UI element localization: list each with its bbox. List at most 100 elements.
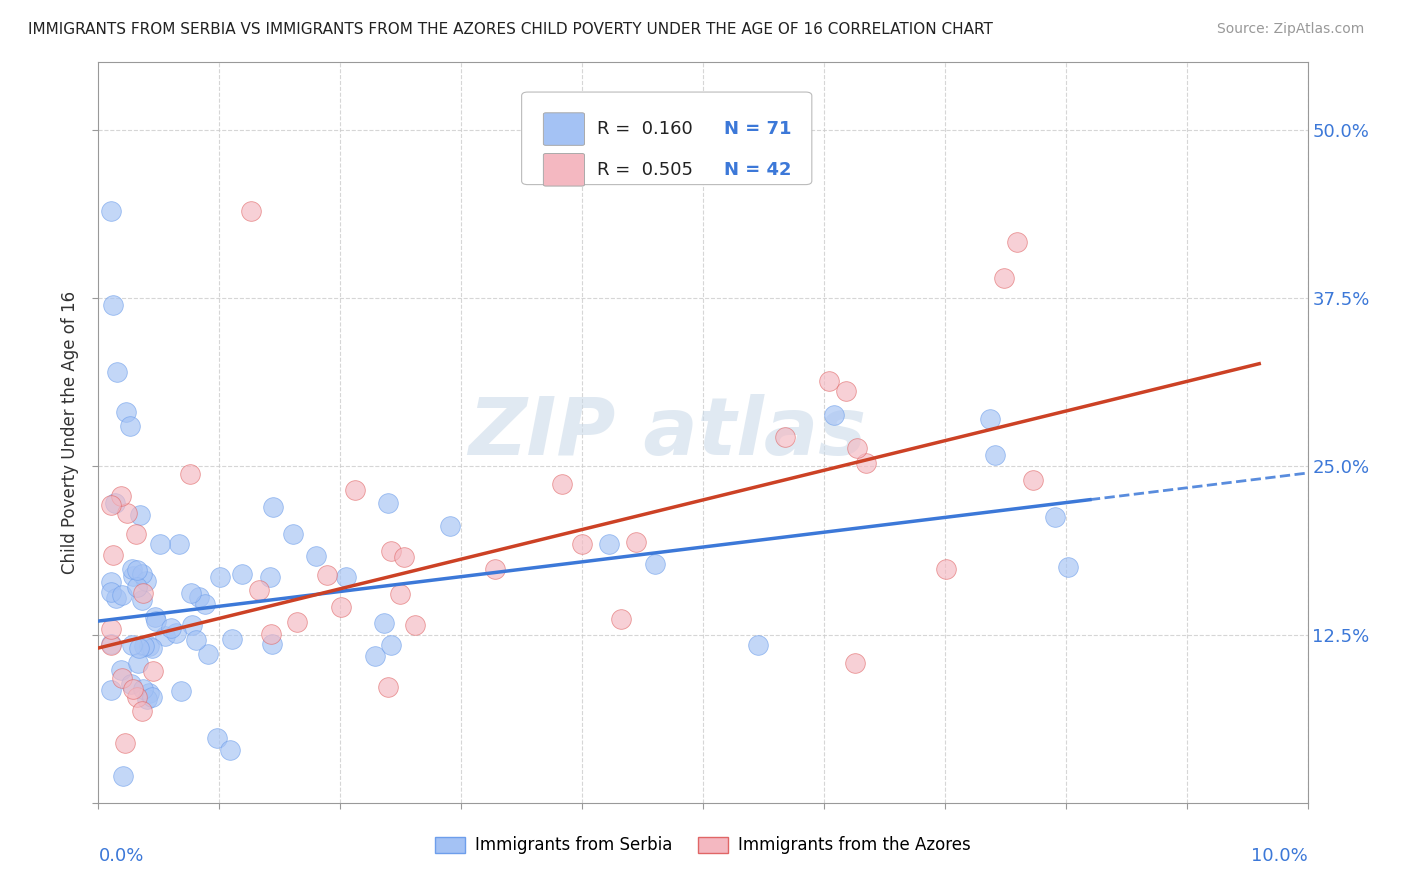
Point: [118, 418, 141, 433]
Point: [179, 467, 201, 481]
Point: [101, 548, 124, 562]
Point: [100, 585, 122, 599]
Point: [122, 569, 145, 583]
Point: [125, 580, 148, 594]
Point: [101, 298, 124, 312]
Point: [124, 527, 146, 541]
Point: [240, 203, 263, 218]
Point: [138, 686, 160, 700]
Point: [127, 690, 149, 705]
Point: [121, 638, 143, 652]
Point: [1022, 474, 1045, 488]
Point: [260, 627, 283, 641]
Point: [100, 574, 122, 589]
Point: [100, 622, 122, 636]
Point: [131, 593, 153, 607]
Point: [104, 496, 127, 510]
Point: [115, 506, 138, 520]
Point: [100, 637, 122, 651]
Point: [571, 537, 593, 551]
Point: [773, 429, 796, 443]
Point: [364, 648, 387, 663]
Point: [823, 409, 845, 423]
Point: [343, 483, 366, 497]
Point: [136, 692, 159, 706]
Point: [141, 640, 163, 655]
Point: [979, 412, 1001, 426]
Point: [186, 633, 208, 648]
Point: [624, 535, 647, 549]
Point: [149, 536, 172, 550]
FancyBboxPatch shape: [543, 112, 585, 145]
Point: [111, 672, 134, 686]
Point: [380, 638, 402, 652]
Point: [107, 365, 129, 379]
Point: [167, 537, 190, 551]
Point: [128, 641, 150, 656]
Point: [100, 638, 122, 652]
Point: [100, 498, 122, 512]
Point: [142, 664, 165, 678]
Point: [153, 629, 176, 643]
Point: [983, 448, 1005, 462]
Point: [287, 615, 309, 629]
Point: [439, 518, 461, 533]
Point: [131, 585, 153, 599]
Point: [127, 657, 149, 671]
Point: [305, 549, 328, 564]
Point: [208, 570, 231, 584]
Point: [114, 736, 136, 750]
Text: Source: ZipAtlas.com: Source: ZipAtlas.com: [1216, 22, 1364, 37]
Point: [247, 582, 270, 597]
Point: [377, 680, 399, 694]
Point: [219, 743, 242, 757]
Point: [121, 677, 143, 691]
Point: [993, 270, 1015, 285]
Point: [131, 566, 153, 581]
Point: [170, 684, 193, 698]
Point: [551, 477, 574, 491]
Text: IMMIGRANTS FROM SERBIA VS IMMIGRANTS FROM THE AZORES CHILD POVERTY UNDER THE AGE: IMMIGRANTS FROM SERBIA VS IMMIGRANTS FRO…: [28, 22, 993, 37]
Point: [377, 496, 399, 510]
Text: N = 42: N = 42: [724, 161, 792, 178]
Point: [121, 562, 143, 576]
Point: [132, 682, 155, 697]
Point: [221, 632, 243, 646]
Point: [194, 597, 217, 611]
Point: [111, 588, 134, 602]
Point: [747, 638, 769, 652]
Point: [134, 574, 156, 588]
Point: [188, 590, 211, 604]
Point: [817, 375, 839, 389]
Y-axis label: Child Poverty Under the Age of 16: Child Poverty Under the Age of 16: [60, 291, 79, 574]
Point: [373, 616, 395, 631]
Point: [846, 441, 869, 455]
FancyBboxPatch shape: [522, 92, 811, 185]
Point: [404, 618, 426, 632]
Point: [484, 562, 506, 576]
Point: [262, 638, 284, 652]
Point: [114, 405, 136, 419]
Point: [122, 681, 145, 696]
Point: [141, 690, 163, 705]
Text: 10.0%: 10.0%: [1251, 847, 1308, 865]
Point: [844, 657, 866, 671]
FancyBboxPatch shape: [543, 153, 585, 186]
Point: [127, 564, 149, 578]
Point: [598, 537, 620, 551]
Point: [145, 614, 167, 628]
Point: [160, 621, 183, 635]
Point: [143, 610, 166, 624]
Text: R =  0.160: R = 0.160: [596, 120, 692, 138]
Point: [165, 625, 187, 640]
Point: [231, 566, 253, 581]
Point: [112, 769, 135, 783]
Point: [138, 639, 160, 653]
Point: [330, 600, 353, 615]
Point: [205, 731, 228, 745]
Point: [129, 508, 152, 522]
Point: [1045, 509, 1067, 524]
Point: [134, 640, 156, 654]
Text: 0.0%: 0.0%: [98, 847, 143, 865]
Point: [609, 612, 631, 626]
